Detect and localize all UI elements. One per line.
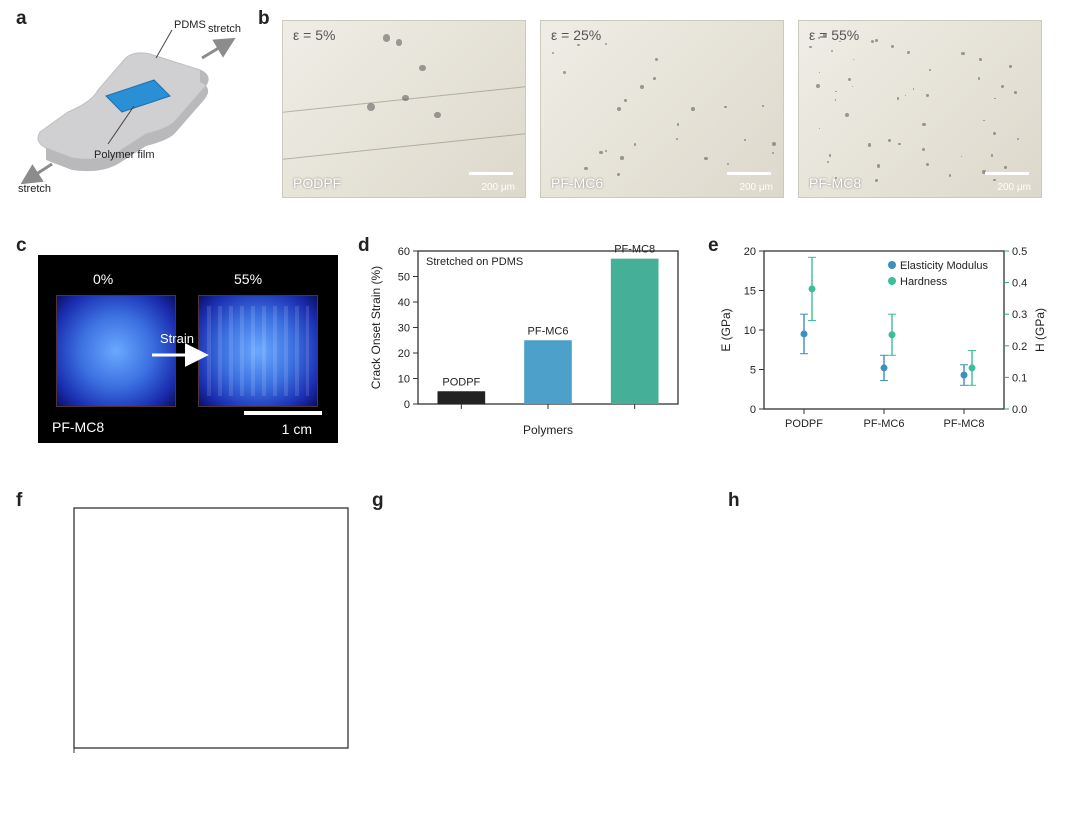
micrograph-name: PF-MC6 — [551, 175, 603, 191]
micrograph-pf-mc6: ε = 25% PF-MC6 200 μm — [540, 20, 784, 198]
svg-text:60: 60 — [398, 246, 410, 258]
svg-text:Crack Onset Strain (%): Crack Onset Strain (%) — [369, 266, 383, 389]
panel-b-micrographs: ε = 5%PODPF200 μmε = 25%PF-MC6200 μmε = … — [282, 20, 1058, 200]
panel-h-linechart — [728, 494, 1072, 794]
svg-text:40: 40 — [398, 297, 410, 309]
svg-text:30: 30 — [398, 323, 410, 335]
panel-a-schematic: PDMS Polymer film stretch stretch — [16, 14, 246, 204]
svg-text:0.4: 0.4 — [1012, 278, 1027, 290]
svg-text:E (GPa): E (GPa) — [719, 308, 733, 351]
stretch-l: stretch — [18, 183, 51, 195]
strain-label: Strain — [160, 331, 194, 346]
panel-label-c: c — [16, 235, 27, 257]
svg-text:10: 10 — [744, 325, 756, 337]
svg-text:0.1: 0.1 — [1012, 372, 1027, 384]
micrograph-podpf: ε = 5% PODPF 200 μm — [282, 20, 526, 198]
svg-text:Hardness: Hardness — [900, 276, 948, 288]
svg-text:50: 50 — [398, 272, 410, 284]
scalebar-text: 200 μm — [997, 182, 1031, 193]
stretch-r: stretch — [208, 23, 241, 35]
svg-text:PF-MC8: PF-MC8 — [944, 418, 985, 430]
micrograph-name: PODPF — [293, 175, 341, 191]
svg-text:H (GPa): H (GPa) — [1033, 308, 1047, 352]
pdms-label: PDMS — [174, 19, 206, 31]
panel-g-linechart — [372, 494, 716, 794]
svg-text:20: 20 — [744, 246, 756, 258]
svg-text:0.5: 0.5 — [1012, 246, 1027, 258]
svg-text:5: 5 — [750, 365, 756, 377]
panel-d-barchart: 0 10 20 30 40 50 60 Crack Onset Strain (%) Polym… — [358, 239, 698, 464]
svg-text:0.0: 0.0 — [1012, 404, 1027, 416]
strain-arrow-icon: Strain — [142, 327, 222, 367]
svg-text:Elasticity Modulus: Elasticity Modulus — [900, 260, 989, 272]
panel-c-scale: 1 cm — [282, 421, 312, 437]
svg-text:PF-MC6: PF-MC6 — [864, 418, 905, 430]
film-label: Polymer film — [94, 149, 155, 161]
panel-c-right-label: 55% — [234, 271, 262, 287]
panel-label-b: b — [258, 8, 270, 30]
panel-e-scatter: 0 5 10 15 20 0.0 0.1 0.2 0.3 0.4 0.5 PODPF PF-MC6 PF-… — [708, 239, 1060, 464]
panel-c-left-label: 0% — [93, 271, 113, 287]
svg-text:PF-MC6: PF-MC6 — [528, 325, 569, 337]
strain-label: ε = 25% — [551, 27, 601, 43]
scalebar-text: 200 μm — [739, 182, 773, 193]
panel-c-sample: PF-MC8 — [52, 419, 104, 435]
micrograph-pf-mc8: ε = 55% PF-MC8 200 μm — [798, 20, 1042, 198]
svg-text:Stretched on PDMS: Stretched on PDMS — [426, 256, 523, 268]
svg-text:0: 0 — [404, 399, 410, 411]
svg-text:20: 20 — [398, 348, 410, 360]
strain-label: ε = 5% — [293, 27, 335, 43]
svg-text:0.2: 0.2 — [1012, 341, 1027, 353]
svg-text:Polymers: Polymers — [523, 423, 573, 437]
svg-text:PODPF: PODPF — [785, 418, 823, 430]
svg-text:PF-MC8: PF-MC8 — [614, 244, 655, 256]
svg-text:0.3: 0.3 — [1012, 309, 1027, 321]
strain-label: ε = 55% — [809, 27, 859, 43]
panel-f-linechart — [16, 494, 360, 794]
svg-text:PODPF: PODPF — [442, 376, 480, 388]
svg-text:10: 10 — [398, 374, 410, 386]
svg-text:15: 15 — [744, 286, 756, 298]
svg-text:0: 0 — [750, 404, 756, 416]
scalebar-text: 200 μm — [481, 182, 515, 193]
micrograph-name: PF-MC8 — [809, 175, 861, 191]
panel-c-photo: 0% 55% Strain PF-MC8 1 cm — [38, 255, 338, 443]
